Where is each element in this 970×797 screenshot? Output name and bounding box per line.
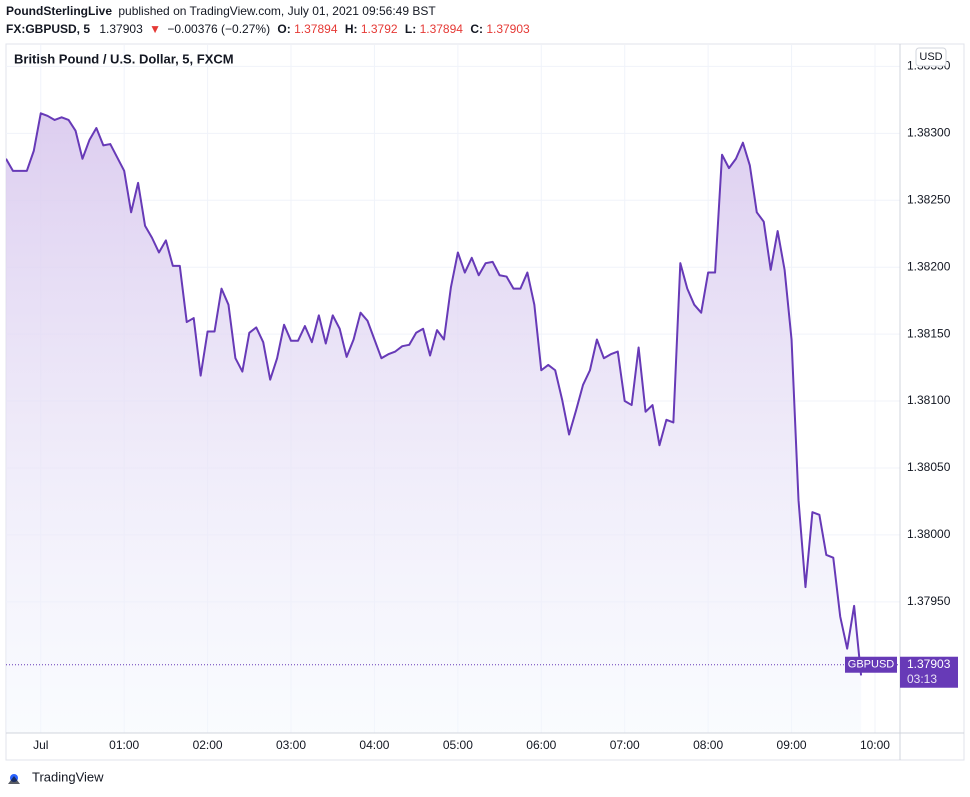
footer-brand: TradingView [32, 769, 104, 784]
axes: 1.37950 1.38000 1.38050 1.38100 1.38150 1.382… [33, 59, 951, 753]
open-label: O: [277, 22, 290, 36]
x-tick-label: 01:00 [109, 738, 139, 752]
open: 1.37894 [294, 22, 338, 36]
x-tick-label: 07:00 [610, 738, 640, 752]
chart-title: British Pound / U.S. Dollar, 5, FXCM [14, 51, 234, 66]
countdown: 03:13 [907, 672, 937, 686]
currency-badge [915, 47, 947, 67]
y-tick-label: 1.38200 [907, 259, 951, 273]
high-label: H: [345, 22, 358, 36]
y-tick-label: 1.38000 [907, 527, 951, 541]
low-label: L: [405, 22, 416, 36]
last-price: 1.37903 [907, 657, 951, 671]
currency: USD [919, 51, 942, 63]
change: −0.00376 (−0.27%) [167, 22, 270, 36]
price-label-box [900, 656, 958, 688]
quote-line: FX:GBPUSD, 5 1.37903 ▼ −0.00376 (−0.27%)… [6, 22, 530, 36]
x-tick-label: 04:00 [359, 738, 389, 752]
y-tick-label: 1.38150 [907, 326, 951, 340]
price: 1.37903 [99, 22, 143, 36]
logo-icon [8, 776, 20, 784]
x-tick-label: 02:00 [193, 738, 223, 752]
y-tick-label: 1.37950 [907, 594, 951, 608]
x-tick-label: 06:00 [526, 738, 556, 752]
symbol: FX:GBPUSD, 5 [6, 22, 90, 36]
close-label: C: [470, 22, 483, 36]
x-tick-label: 03:00 [276, 738, 306, 752]
x-tick-label: 10:00 [860, 738, 890, 752]
y-tick-label: 1.38250 [907, 192, 951, 206]
y-tick-label: 1.38300 [907, 126, 951, 140]
price-line [6, 112, 863, 676]
high: 1.3792 [361, 22, 398, 36]
series-name-box [845, 656, 897, 673]
low: 1.37894 [420, 22, 464, 36]
y-tick-label: 1.38100 [907, 393, 951, 407]
header-line: PoundSterlingLive published on TradingVi… [6, 4, 436, 18]
close: 1.37903 [486, 22, 530, 36]
series-name: GBPUSD [848, 659, 895, 671]
x-tick-label: 09:00 [777, 738, 807, 752]
publisher: PoundSterlingLive [6, 4, 112, 18]
y-tick-label: 1.38050 [907, 460, 951, 474]
x-tick-label: 08:00 [693, 738, 723, 752]
published: published on TradingView.com, July 01, 2… [118, 4, 436, 18]
direction: ▼ [149, 22, 161, 36]
x-tick-label: 05:00 [443, 738, 473, 752]
x-tick-label: Jul [33, 738, 48, 752]
plot [6, 112, 863, 733]
footer-logo: TradingView [8, 769, 104, 784]
area-fill [6, 113, 862, 733]
